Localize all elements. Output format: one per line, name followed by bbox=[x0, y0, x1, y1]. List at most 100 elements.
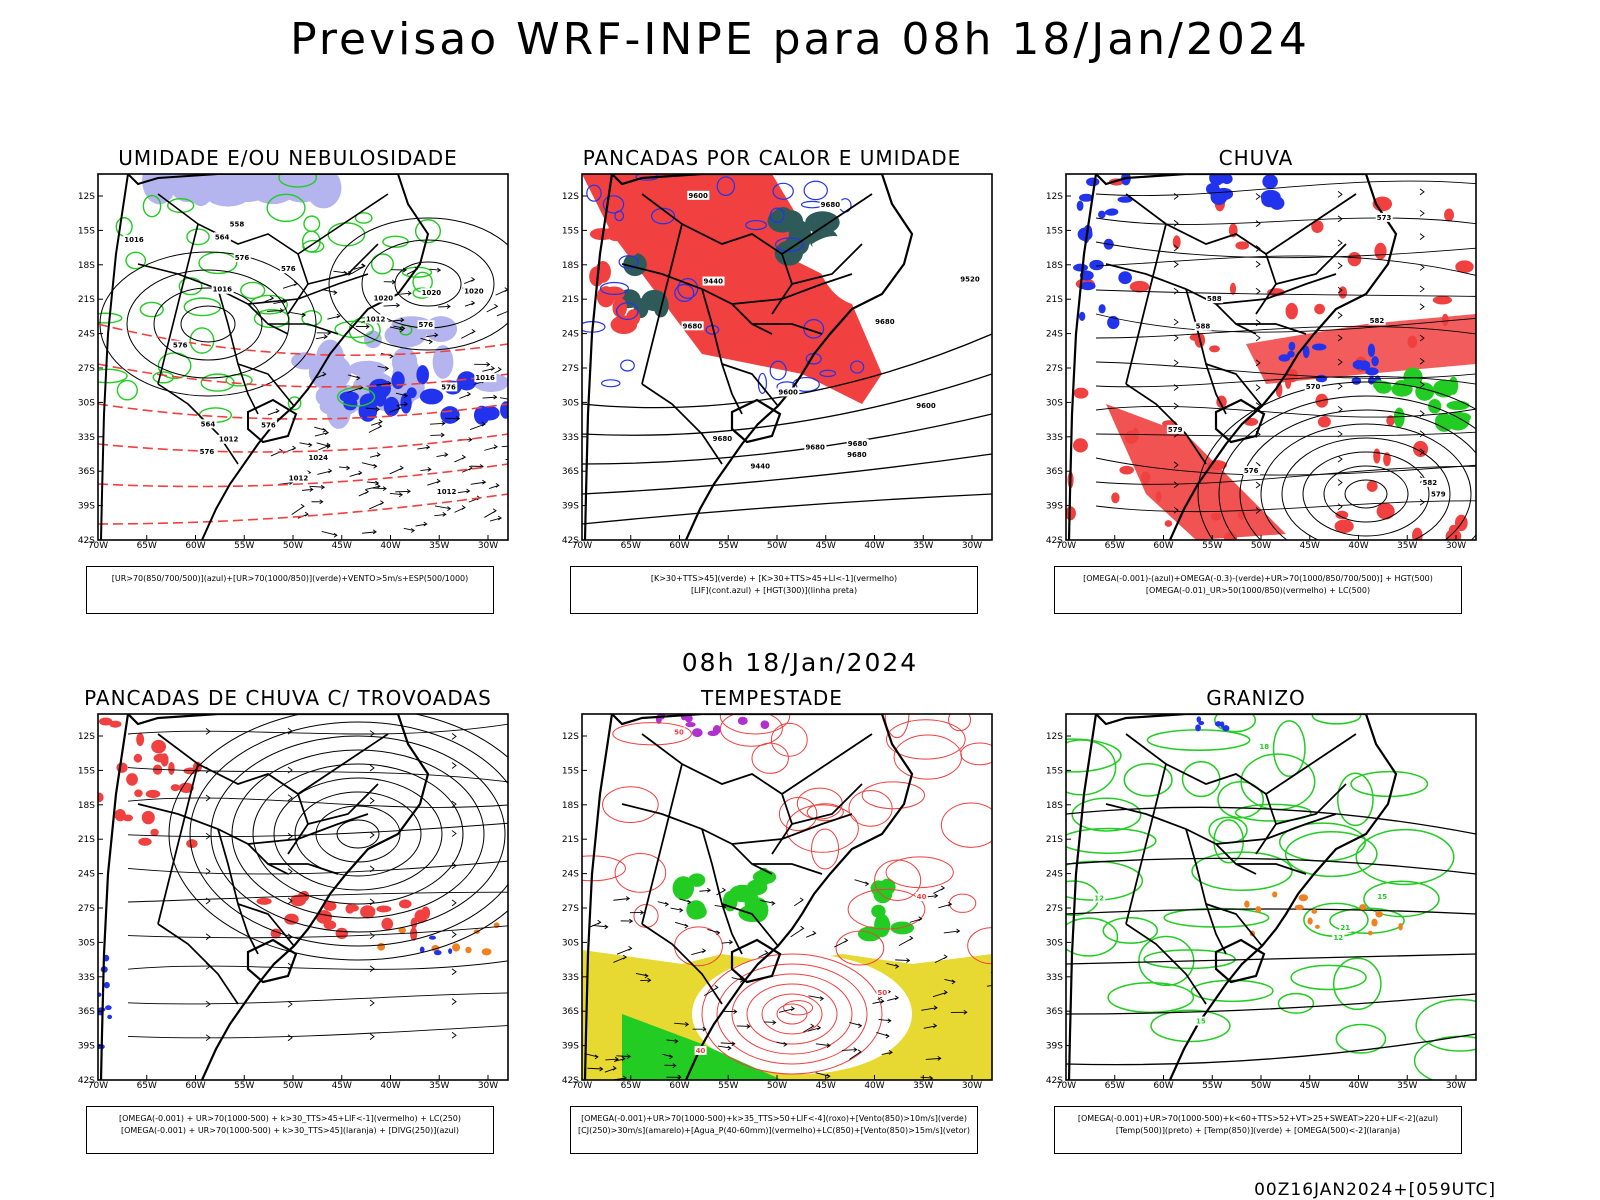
map-content: 1016 1012 1012 1012 1020 1016 1016 1012 1020 1020… bbox=[98, 174, 508, 540]
precip-water-contour bbox=[811, 828, 840, 870]
lat-tick-label: 18S bbox=[1046, 801, 1063, 811]
political-border bbox=[1105, 803, 1257, 875]
humidity-contour bbox=[125, 251, 147, 270]
streamline-arrow bbox=[1255, 287, 1261, 295]
contour-label-bg bbox=[702, 276, 725, 286]
temp850-contour bbox=[1102, 917, 1158, 944]
thunderstorm-area bbox=[414, 909, 428, 924]
streamline-arrow bbox=[1255, 193, 1261, 200]
wind-vector-head bbox=[387, 380, 392, 386]
thunderstorm-area bbox=[410, 927, 418, 941]
instability-area bbox=[377, 942, 386, 951]
omega-area bbox=[1311, 343, 1327, 351]
wind-vector-head bbox=[398, 492, 403, 498]
rain-area bbox=[1072, 438, 1088, 453]
omega-area bbox=[1086, 177, 1100, 187]
map-frame bbox=[1065, 713, 1477, 1081]
omega-area bbox=[1118, 271, 1132, 285]
contour-label-bg bbox=[959, 274, 982, 284]
temp500-contour bbox=[1066, 1033, 1476, 1066]
strong-omega-area bbox=[1403, 367, 1423, 388]
map-granizo: 15 12 21 18 15 12 12S 15S 18S 21S 24S 27S 30S 33S 36S 3… bbox=[1046, 713, 1477, 1091]
coastline bbox=[1067, 174, 1098, 540]
contour-label-bg bbox=[123, 234, 146, 244]
lon-tick-label: 65W bbox=[1105, 541, 1125, 551]
wind-vector-head bbox=[888, 1050, 893, 1055]
political-border bbox=[157, 923, 239, 1005]
wind-vector-head bbox=[397, 405, 402, 411]
contour-label: 9600 bbox=[688, 192, 708, 200]
lon-tick-label: 35W bbox=[913, 1081, 933, 1091]
wind-vector-head bbox=[402, 267, 407, 273]
streamline-arrow bbox=[287, 1000, 293, 1008]
humidity-contour bbox=[183, 297, 222, 317]
wind-vector-head bbox=[426, 444, 431, 450]
wind-vector-head bbox=[799, 897, 804, 903]
omega-area bbox=[1098, 210, 1106, 219]
wind-vector bbox=[876, 1032, 890, 1037]
humidity-contour bbox=[327, 222, 366, 247]
lat-tick-label: 15S bbox=[1046, 766, 1063, 776]
contour-label: 50 bbox=[877, 989, 887, 997]
legend-line: [Temp(500)](preto) + [Temp(850)](verde) … bbox=[1115, 1126, 1401, 1135]
streamline-arrow bbox=[369, 764, 375, 772]
lon-tick-label: 60W bbox=[1153, 1081, 1173, 1091]
omega-area bbox=[1287, 350, 1295, 358]
streamline-arrow bbox=[287, 868, 293, 875]
wind-vector bbox=[932, 991, 948, 998]
temp850-contour bbox=[1217, 780, 1265, 819]
wind-vector bbox=[362, 531, 377, 534]
contour-label-bg bbox=[1376, 892, 1389, 902]
wind-vector bbox=[315, 336, 328, 340]
wind-vector bbox=[986, 985, 992, 987]
wind-vector-head bbox=[372, 529, 377, 535]
contour-label-bg bbox=[420, 288, 443, 298]
lon-tick-label: 45W bbox=[332, 541, 352, 551]
isoline bbox=[1344, 479, 1388, 509]
wind-vector bbox=[854, 879, 869, 885]
hgt-contour bbox=[582, 373, 992, 436]
lat-tick-label: 39S bbox=[78, 1042, 95, 1052]
heat-moisture-area bbox=[805, 211, 840, 234]
isoline bbox=[701, 953, 883, 1075]
lon-tick-label: 45W bbox=[1300, 541, 1320, 551]
wind-vector bbox=[316, 442, 330, 447]
streamline bbox=[1095, 241, 1476, 259]
country-outline bbox=[246, 938, 298, 984]
lat-tick-label: 24S bbox=[562, 330, 579, 340]
streamline-arrow bbox=[205, 832, 211, 840]
contour-label: 579 bbox=[1168, 426, 1183, 434]
streamline bbox=[1095, 217, 1476, 225]
moisture-area bbox=[308, 353, 352, 391]
temp850-contour bbox=[1290, 964, 1367, 991]
omega-area bbox=[1262, 174, 1278, 189]
streamline-arrow bbox=[451, 830, 457, 837]
wind-vector bbox=[604, 1067, 617, 1073]
temp850-contour bbox=[1363, 880, 1440, 918]
rain-area bbox=[1455, 260, 1474, 274]
thunderstorm-area bbox=[116, 762, 128, 773]
lat-tick-label: 24S bbox=[1046, 330, 1063, 340]
lon-tick-label: 45W bbox=[332, 1081, 352, 1091]
streamline-arrow bbox=[205, 1000, 211, 1008]
streamline-arrow bbox=[1337, 239, 1343, 247]
streamline-arrow bbox=[1337, 286, 1343, 294]
lon-tick-label: 65W bbox=[1105, 1081, 1125, 1091]
streamline-arrow bbox=[1337, 382, 1343, 390]
lat-tick-label: 21S bbox=[78, 835, 95, 845]
wind-vector-head bbox=[406, 488, 411, 494]
wind-vector bbox=[764, 1021, 776, 1023]
precip-water-contour bbox=[770, 722, 808, 757]
rain-area bbox=[1347, 252, 1362, 267]
lat-tick-label: 24S bbox=[1046, 870, 1063, 880]
omega-area bbox=[1371, 356, 1379, 367]
wind-vector-head bbox=[1001, 974, 1004, 978]
streamline bbox=[1095, 431, 1476, 437]
lon-tick-label: 45W bbox=[1300, 1081, 1320, 1091]
map-tempestade: 50 50 40 40 12S 15S 18S 21S 24S 27S 30S 33S 36S 39S 42… bbox=[562, 713, 993, 1091]
lon-tick-label: 45W bbox=[816, 541, 836, 551]
streamline-arrow bbox=[1419, 498, 1425, 506]
strong-wind-area bbox=[688, 873, 706, 887]
lif-contour bbox=[602, 195, 625, 214]
wind-vector bbox=[321, 530, 338, 536]
